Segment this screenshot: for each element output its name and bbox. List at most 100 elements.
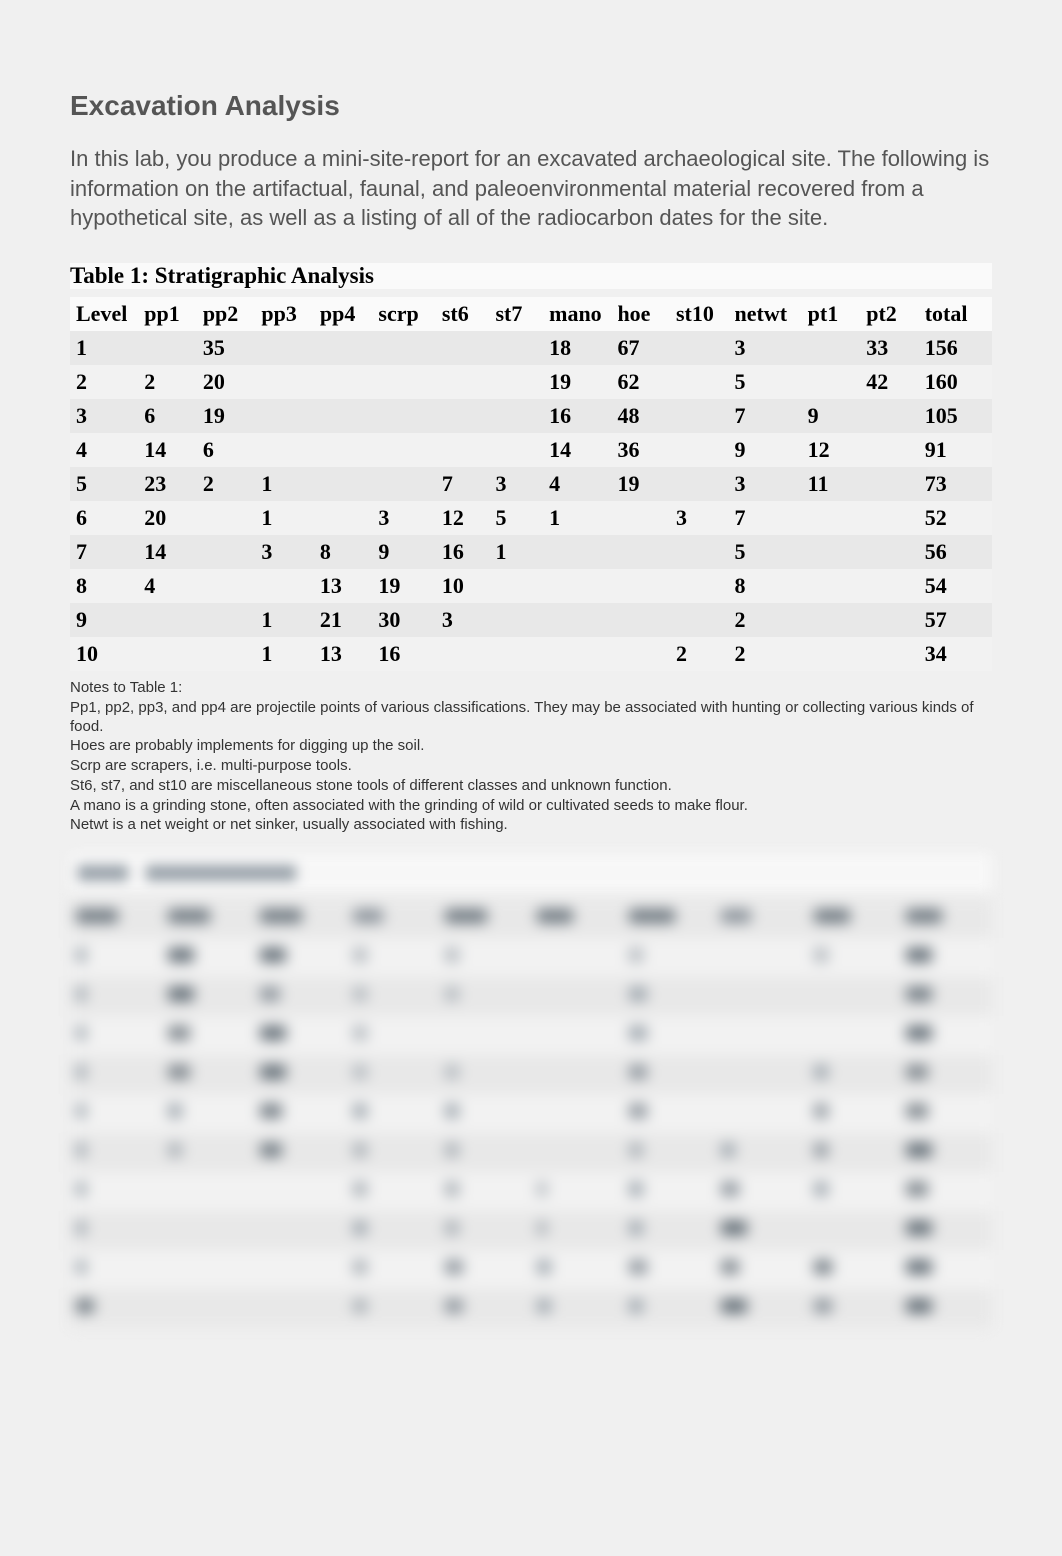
blurred-cell <box>347 1133 439 1172</box>
table-cell: 48 <box>611 399 670 433</box>
table1-col-header: total <box>919 297 992 331</box>
blurred-cell <box>900 1289 992 1328</box>
blurred-cell <box>162 1172 254 1211</box>
blurred-cell <box>715 977 807 1016</box>
blurred-cell <box>439 1211 531 1250</box>
blurred-cell <box>162 899 254 938</box>
table-cell: 14 <box>543 433 611 467</box>
table-row: 84131910854 <box>70 569 992 603</box>
blurred-cell <box>623 1055 715 1094</box>
table-cell: 156 <box>919 331 992 365</box>
blurred-cell <box>808 1133 900 1172</box>
table-cell: 3 <box>729 331 802 365</box>
table-cell: 8 <box>314 535 373 569</box>
blurred-cell <box>347 1289 439 1328</box>
table-cell: 9 <box>729 433 802 467</box>
blurred-cell <box>347 977 439 1016</box>
blurred-cell <box>623 899 715 938</box>
blurred-cell <box>70 1016 162 1055</box>
table-cell: 30 <box>372 603 435 637</box>
blurred-cell <box>623 1016 715 1055</box>
table-cell <box>802 603 861 637</box>
table-cell <box>197 535 256 569</box>
table1: Levelpp1pp2pp3pp4scrpst6st7manohoest10ne… <box>70 297 992 671</box>
table-cell: 4 <box>70 433 138 467</box>
blurred-cell <box>715 1094 807 1133</box>
table-cell <box>489 637 543 671</box>
table-cell: 160 <box>919 365 992 399</box>
table1-col-header: pp2 <box>197 297 256 331</box>
table-cell <box>138 603 197 637</box>
blurred-cell <box>623 1211 715 1250</box>
table-cell <box>489 433 543 467</box>
blurred-cell <box>531 938 623 977</box>
table-cell <box>255 365 314 399</box>
table1-header-row: Levelpp1pp2pp3pp4scrpst6st7manohoest10ne… <box>70 297 992 331</box>
table-cell <box>489 569 543 603</box>
table-cell <box>860 603 919 637</box>
blurred-cell <box>531 1055 623 1094</box>
notes-heading: Notes to Table 1: <box>70 679 992 698</box>
table-cell <box>860 433 919 467</box>
table-cell <box>543 569 611 603</box>
blurred-cell <box>900 1133 992 1172</box>
table-cell: 19 <box>197 399 256 433</box>
table-cell <box>255 569 314 603</box>
table-cell <box>489 399 543 433</box>
table-cell <box>860 467 919 501</box>
table-cell: 6 <box>70 501 138 535</box>
table-cell <box>314 501 373 535</box>
blurred-cell <box>162 977 254 1016</box>
table-cell <box>670 433 729 467</box>
intro-paragraph: In this lab, you produce a mini-site-rep… <box>70 144 992 233</box>
blurred-cell <box>808 1211 900 1250</box>
table-row: 1351867333156 <box>70 331 992 365</box>
blurred-cell <box>808 1289 900 1328</box>
table-cell <box>197 501 256 535</box>
blurred-cell <box>623 1094 715 1133</box>
notes-line: St6, st7, and st10 are miscellaneous sto… <box>70 777 992 796</box>
table-cell: 14 <box>138 535 197 569</box>
blurred-cell <box>900 938 992 977</box>
table-cell: 19 <box>611 467 670 501</box>
blurred-cell <box>808 899 900 938</box>
blurred-cell <box>439 1172 531 1211</box>
table-row: 523217341931173 <box>70 467 992 501</box>
table-cell: 56 <box>919 535 992 569</box>
table-cell: 1 <box>255 467 314 501</box>
blurred-cell <box>808 938 900 977</box>
table-row: 4146143691291 <box>70 433 992 467</box>
table1-col-header: st6 <box>436 297 490 331</box>
blurred-cell <box>900 977 992 1016</box>
blurred-cell <box>531 1094 623 1133</box>
table-cell: 2 <box>670 637 729 671</box>
table-cell <box>138 331 197 365</box>
table-cell <box>860 569 919 603</box>
table-cell: 13 <box>314 569 373 603</box>
table-cell: 23 <box>138 467 197 501</box>
table-cell: 34 <box>919 637 992 671</box>
blurred-cell <box>162 1211 254 1250</box>
table-cell <box>860 535 919 569</box>
blurred-cell <box>254 977 346 1016</box>
table-cell: 21 <box>314 603 373 637</box>
blurred-cell <box>900 899 992 938</box>
table-cell: 10 <box>70 637 138 671</box>
blurred-cell <box>531 1172 623 1211</box>
blurred-row <box>70 1016 992 1055</box>
blurred-cell <box>531 1016 623 1055</box>
blurred-row <box>70 1289 992 1328</box>
table1-col-header: pt2 <box>860 297 919 331</box>
table-cell: 3 <box>70 399 138 433</box>
blurred-cell <box>531 1250 623 1289</box>
table-cell <box>860 501 919 535</box>
table-cell: 16 <box>543 399 611 433</box>
blurred-cell <box>715 1172 807 1211</box>
table1-col-header: st7 <box>489 297 543 331</box>
blurred-cell <box>715 1133 807 1172</box>
blurred-cell <box>900 1250 992 1289</box>
table-cell: 7 <box>436 467 490 501</box>
table-cell: 3 <box>729 467 802 501</box>
table1-col-header: pt1 <box>802 297 861 331</box>
blurred-cell <box>900 1016 992 1055</box>
